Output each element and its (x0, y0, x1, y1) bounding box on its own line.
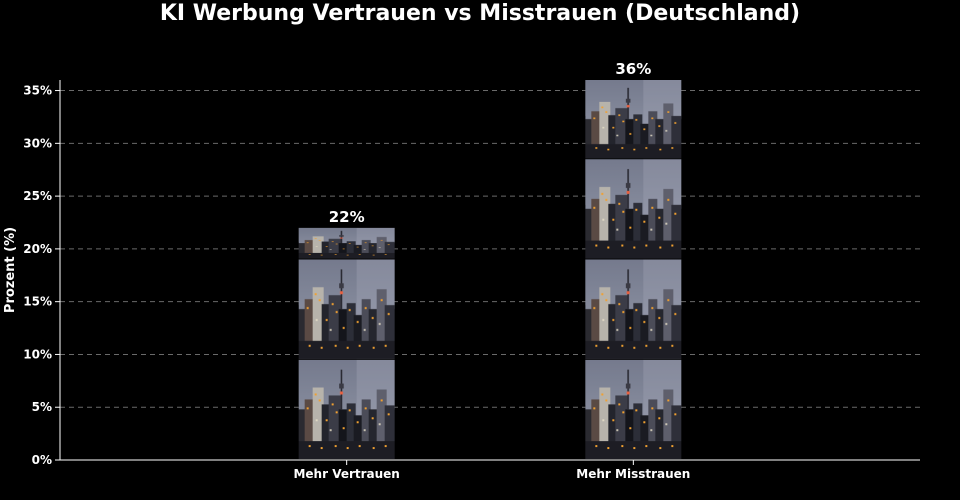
x-axis-ticks: Mehr Vertrauen Mehr Misstrauen (293, 460, 690, 481)
bars (298, 80, 682, 459)
y-tick-label: 20% (23, 242, 52, 256)
y-tick-label: 25% (23, 189, 52, 203)
y-tick-label: 0% (32, 453, 52, 467)
bar-value-label: 22% (329, 208, 365, 226)
bar-1 (298, 227, 395, 459)
bar-image-tile (585, 80, 682, 159)
bar-image-tile (298, 259, 395, 359)
chart-title: KI Werbung Vertrauen vs Misstrauen (Deut… (160, 1, 800, 26)
bar-image-tile (585, 159, 682, 259)
bar-image-tile (585, 359, 682, 459)
y-axis-label: Prozent (%) (3, 227, 18, 313)
data-labels: 22% 36% (329, 60, 652, 226)
bar-value-label: 36% (615, 60, 651, 78)
y-tick-label: 5% (32, 400, 52, 414)
y-tick-label: 15% (23, 295, 52, 309)
x-tick-label: Mehr Misstrauen (576, 467, 690, 481)
y-tick-label: 30% (23, 136, 52, 150)
y-tick-label: 35% (23, 84, 52, 98)
x-tick-label: Mehr Vertrauen (293, 467, 399, 481)
bar-2 (585, 80, 682, 459)
bar-image-tile (298, 227, 395, 259)
y-axis-ticks: 0% 5% 10% 15% 20% 25% 30% 35% (23, 84, 60, 467)
bar-image-tile (298, 359, 395, 459)
bar-image-tile (585, 259, 682, 359)
y-tick-label: 10% (23, 347, 52, 361)
